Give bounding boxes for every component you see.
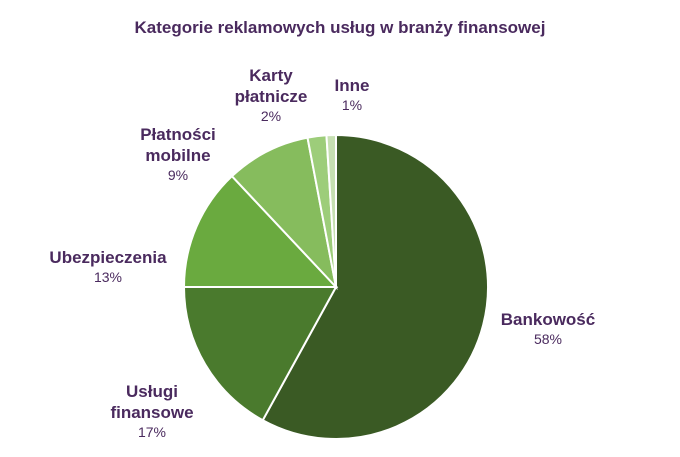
pie-slice <box>182 286 338 422</box>
category-label: Płatności mobilne <box>140 125 216 165</box>
category-label: Inne <box>334 76 370 95</box>
pie-slice <box>325 133 337 288</box>
pie-slice <box>182 174 339 288</box>
pie-slice <box>230 136 338 291</box>
value-label: 13% <box>93 269 123 285</box>
value-label: 1% <box>341 97 363 113</box>
chart-title: Kategorie reklamowych usług w branży fin… <box>134 18 546 37</box>
value-label: 9% <box>167 167 189 183</box>
value-label: 2% <box>260 108 282 124</box>
slice-label: Płatności mobilne 9% <box>128 124 228 185</box>
category-label: Bankowość <box>500 310 596 329</box>
category-label: Karty płatnicze <box>234 66 308 106</box>
slice-label: Bankowość 58% <box>483 309 613 349</box>
slice-label: Ubezpieczenia 13% <box>33 247 183 287</box>
slice-label: Usługi finansowe 17% <box>97 381 207 442</box>
slice-label: Inne 1% <box>322 75 382 115</box>
slice-label: Karty płatnicze 2% <box>226 65 316 126</box>
value-label: 17% <box>137 424 167 440</box>
value-label: 58% <box>533 331 563 347</box>
pie-slice <box>261 133 489 440</box>
category-label: Ubezpieczenia <box>49 248 167 267</box>
category-label: Usługi finansowe <box>110 382 194 422</box>
